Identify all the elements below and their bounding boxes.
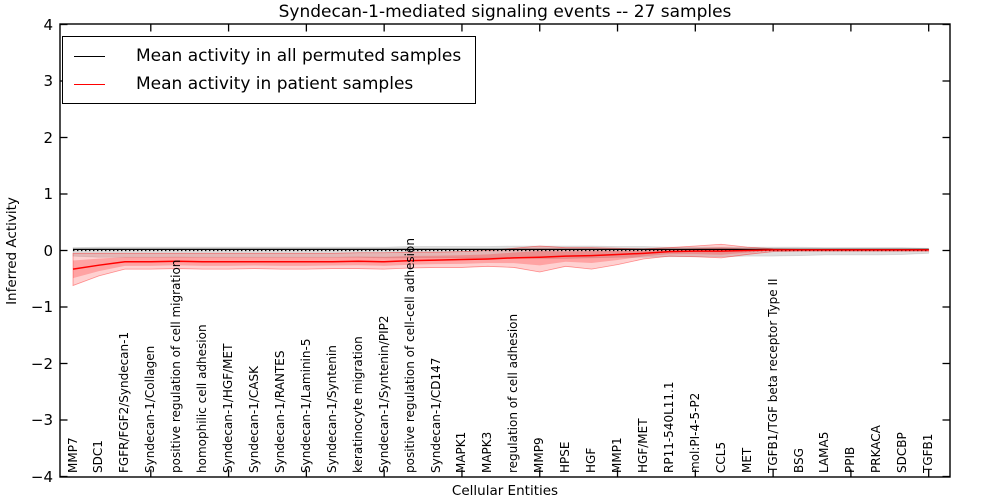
chart-title: Syndecan-1-mediated signaling events -- … bbox=[278, 2, 732, 22]
legend: Mean activity in all permuted samples Me… bbox=[62, 36, 477, 104]
x-tick-label: HGF/MET bbox=[635, 418, 650, 473]
legend-line-permuted bbox=[74, 55, 105, 57]
x-tick-label: Syndecan-1/CD147 bbox=[428, 357, 443, 473]
x-tick-label: LAMA5 bbox=[817, 431, 832, 473]
y-tick-label: 2 bbox=[43, 128, 53, 147]
legend-item-permuted: Mean activity in all permuted samples bbox=[74, 42, 461, 70]
y-tick-label: 1 bbox=[43, 185, 53, 203]
x-tick-label: Syndecan-1/HGF/MET bbox=[221, 343, 236, 473]
legend-line-patient bbox=[74, 83, 105, 85]
y-tick-label: 0 bbox=[43, 241, 53, 260]
x-tick-label: mol:PI-4-5-P2 bbox=[687, 392, 702, 473]
x-tick-label: TGFB1 bbox=[921, 433, 936, 473]
x-tick-label: BSG bbox=[791, 448, 806, 473]
legend-item-patient: Mean activity in patient samples bbox=[74, 70, 461, 98]
x-tick-label: Syndecan-1/Collagen bbox=[143, 345, 158, 473]
patient-band-inner bbox=[73, 247, 929, 279]
x-tick-label: Syndecan-1/Syntenin bbox=[324, 345, 339, 473]
y-axis-title: Inferred Activity bbox=[4, 197, 20, 305]
legend-label-permuted: Mean activity in all permuted samples bbox=[136, 46, 462, 66]
y-tick-label: 4 bbox=[43, 15, 53, 34]
x-tick-label: PPIB bbox=[843, 446, 858, 473]
x-tick-label: MAPK3 bbox=[480, 431, 495, 473]
x-tick-label: Syndecan-1/Syntenin/PIP2 bbox=[376, 315, 391, 473]
y-tick-label: −1 bbox=[30, 298, 53, 316]
x-tick-label: CCL5 bbox=[713, 441, 728, 473]
x-tick-label: PRKACA bbox=[869, 425, 884, 473]
x-tick-label: Syndecan-1/RANTES bbox=[272, 350, 287, 473]
x-tick-label: keratinocyte migration bbox=[350, 336, 365, 473]
x-tick-label: positive regulation of cell-cell adhesio… bbox=[402, 238, 417, 473]
patient-band-outer bbox=[72, 243, 930, 287]
x-tick-label: SDCBP bbox=[895, 432, 910, 473]
axes-frame bbox=[59, 23, 951, 478]
x-tick-label: MMP9 bbox=[532, 437, 547, 473]
x-tick-label: HPSE bbox=[558, 441, 573, 473]
x-tick-label: Syndecan-1/CASK bbox=[247, 366, 261, 473]
x-tick-label: MMP1 bbox=[610, 437, 625, 473]
y-tick-label: 3 bbox=[43, 72, 53, 90]
x-tick-label: FGFR/FGF2/Syndecan-1 bbox=[117, 331, 132, 473]
x-tick-label: TGFB1/TGF beta receptor Type II bbox=[765, 278, 780, 473]
x-tick-label: homophilic cell adhesion bbox=[195, 324, 210, 473]
x-tick-label: MMP7 bbox=[65, 437, 80, 473]
x-tick-label: regulation of cell adhesion bbox=[506, 313, 521, 473]
y-tick-label: −4 bbox=[30, 467, 53, 486]
x-tick-label: positive regulation of cell migration bbox=[169, 259, 184, 473]
x-tick-label: HGF bbox=[584, 447, 599, 473]
y-tick-label: −2 bbox=[30, 354, 53, 373]
x-tick-label: MET bbox=[739, 447, 754, 473]
patient-mean-line bbox=[72, 249, 929, 270]
x-tick-label: MAPK1 bbox=[454, 431, 469, 473]
x-tick-label: Syndecan-1/Laminin-5 bbox=[298, 338, 313, 473]
y-tick-label: −3 bbox=[30, 411, 53, 429]
x-tick-label: SDC1 bbox=[91, 440, 106, 473]
x-axis-title: Cellular Entities bbox=[451, 483, 559, 499]
x-tick-label: RP11-540L11.1 bbox=[661, 381, 676, 473]
legend-label-patient: Mean activity in patient samples bbox=[136, 74, 414, 94]
